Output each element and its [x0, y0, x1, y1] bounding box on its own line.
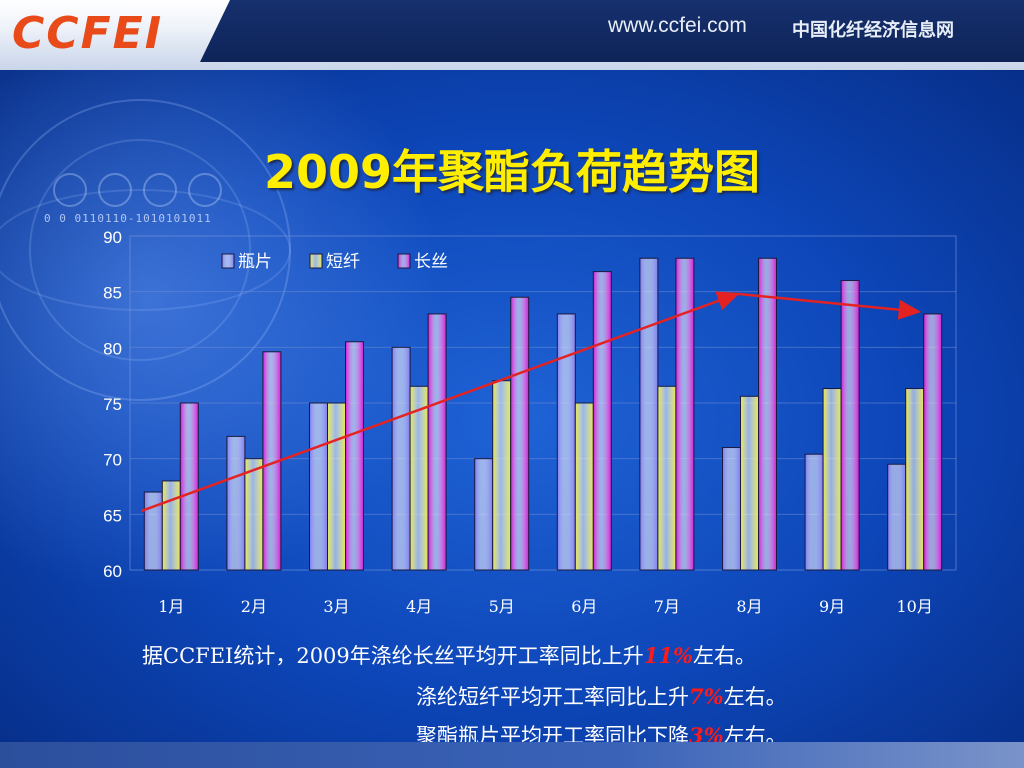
x-tick-label: 8月 [736, 597, 762, 616]
bar-瓶片-9月 [804, 453, 824, 571]
bar-短纤-4月 [409, 385, 429, 571]
bar-瓶片-10月 [887, 463, 907, 571]
bar-短纤-6月 [574, 402, 594, 571]
bar-短纤-2月 [244, 458, 264, 571]
bar-短纤-3月 [327, 402, 346, 571]
legend-swatch [221, 253, 235, 269]
decorative-globe [0, 99, 291, 401]
trend-arrow-down [737, 292, 922, 320]
bar-长丝-4月 [427, 313, 447, 571]
bar-瓶片-7月 [639, 257, 659, 571]
bar-长丝-3月 [345, 341, 364, 571]
x-tick-label: 9月 [819, 597, 845, 616]
bar-短纤-9月 [822, 388, 842, 571]
y-tick-label: 60 [103, 562, 122, 581]
y-tick-label: 90 [103, 228, 122, 247]
legend-label: 长丝 [414, 252, 448, 272]
note-line-2-pct: 7% [689, 684, 724, 709]
bar-长丝-6月 [592, 271, 612, 571]
bar-长丝-7月 [675, 257, 695, 571]
x-tick-label: 4月 [406, 597, 432, 616]
bar-长丝-5月 [510, 296, 530, 571]
note-line-2-tail: 左右。 [723, 685, 787, 709]
bar-瓶片-2月 [226, 435, 246, 571]
bar-短纤-7月 [657, 385, 677, 571]
binary-decoration: 0 0 0110110-1010101011 [44, 212, 212, 225]
legend-label: 短纤 [326, 252, 360, 272]
footer-strip [0, 742, 1024, 768]
note-line-1-pct: 11% [643, 643, 693, 668]
y-tick-label: 70 [103, 451, 122, 470]
note-line-1-tail: 左右。 [692, 644, 756, 668]
bar-长丝-9月 [840, 280, 860, 571]
y-tick-label: 75 [103, 395, 122, 414]
trend-arrow-up [140, 291, 740, 513]
bar-瓶片-5月 [474, 458, 494, 571]
logo: CCFEI [12, 10, 163, 58]
y-tick-label: 85 [103, 284, 122, 303]
x-tick-label: 2月 [241, 597, 267, 616]
note-line-2-text: 涤纶短纤平均开工率同比上升 [416, 685, 689, 709]
site-name: 中国化纤经济信息网 [792, 20, 954, 41]
x-tick-label: 10月 [897, 597, 933, 616]
bar-瓶片-4月 [391, 346, 411, 571]
bar-短纤-1月 [161, 480, 181, 571]
bar-长丝-1月 [179, 402, 199, 571]
logo-text: CCFEI [12, 8, 164, 59]
x-tick-label: 7月 [654, 597, 680, 616]
chart-title: 2009年聚酯负荷趋势图 [263, 145, 761, 199]
legend-swatch [309, 253, 323, 269]
x-tick-label: 6月 [571, 597, 597, 616]
note-line-2: 涤纶短纤平均开工率同比上升7%左右。 [416, 681, 787, 711]
y-tick-label: 80 [103, 339, 122, 358]
x-tick-label: 1月 [158, 597, 184, 616]
bar-瓶片-8月 [722, 447, 741, 571]
y-tick-label: 65 [103, 506, 122, 525]
x-tick-label: 3月 [323, 597, 349, 616]
note-line-1: 据CCFEI统计，2009年涤纶长丝平均开工率同比上升11%左右。 [142, 640, 756, 670]
bar-长丝-8月 [758, 257, 777, 571]
legend-label: 瓶片 [238, 252, 272, 272]
legend-swatch [397, 253, 411, 269]
bar-瓶片-6月 [556, 313, 576, 571]
bar-短纤-8月 [740, 395, 759, 571]
header-dark-band [200, 0, 1024, 62]
bar-短纤-10月 [905, 388, 925, 571]
site-url: www.ccfei.com [608, 14, 747, 37]
x-tick-label: 5月 [489, 597, 515, 616]
bar-短纤-5月 [492, 380, 512, 571]
note-line-1-text: 据CCFEI统计，2009年涤纶长丝平均开工率同比上升 [142, 644, 644, 668]
bar-瓶片-3月 [309, 402, 328, 571]
bar-长丝-10月 [923, 313, 943, 571]
